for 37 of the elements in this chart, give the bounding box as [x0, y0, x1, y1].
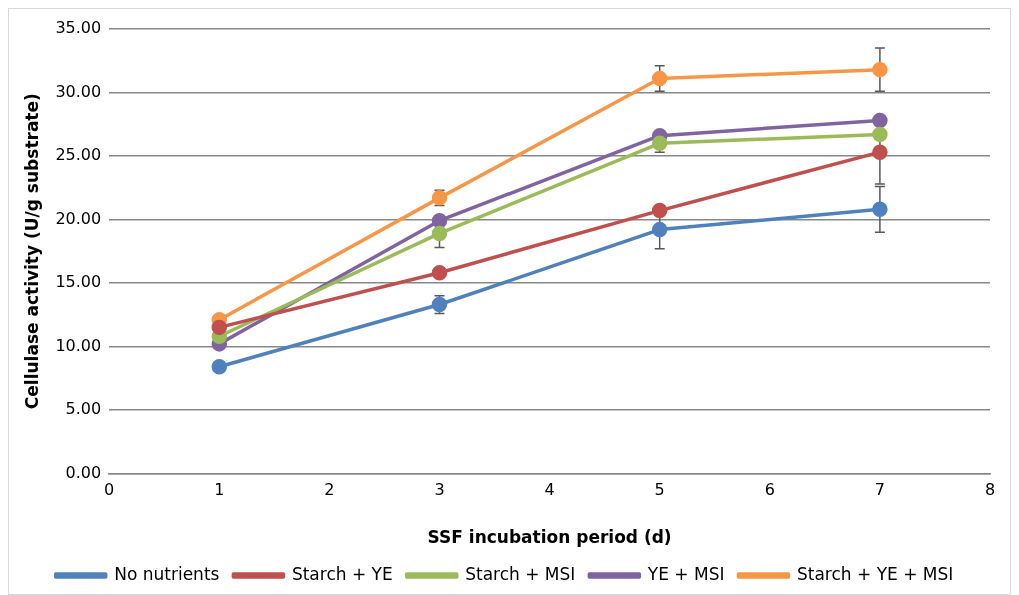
point — [651, 202, 668, 219]
point — [872, 112, 888, 129]
point — [211, 319, 228, 336]
point — [431, 265, 448, 281]
point — [431, 212, 448, 229]
x-tick-label: 1 — [214, 480, 225, 500]
x-tick-label: 5 — [654, 480, 665, 500]
legend-label: Starch + MSI — [465, 563, 576, 584]
point — [872, 201, 888, 218]
legend-label: No nutrients — [114, 563, 220, 584]
y-tick-label: 10.00 — [55, 335, 102, 355]
legend-label: Starch + YE + MSI — [796, 563, 954, 584]
y-tick-label: 5.00 — [65, 399, 102, 419]
point — [431, 225, 448, 242]
point — [651, 221, 668, 238]
x-tick-label: 8 — [984, 480, 996, 500]
legend-label: YE + MSI — [646, 563, 725, 584]
x-tick-label: 4 — [544, 480, 555, 500]
y-tick-label: 30.00 — [55, 81, 102, 101]
y-tick-label: 15.00 — [55, 272, 102, 292]
point — [872, 144, 888, 160]
point — [651, 70, 668, 87]
point — [211, 358, 228, 375]
x-axis-title: SSF incubation period (d) — [427, 527, 672, 548]
y-axis-title: Cellulase activity (U/g substrate) — [21, 93, 42, 410]
x-tick-label: 3 — [434, 480, 445, 500]
y-tick-label: 0.00 — [65, 462, 102, 482]
x-tick-label: 6 — [764, 480, 775, 500]
x-tick-label: 2 — [324, 480, 335, 500]
legend-label: Starch + YE — [291, 563, 393, 584]
y-tick-label: 35.00 — [55, 18, 102, 38]
point — [872, 61, 888, 78]
x-tick-label: 0 — [104, 480, 115, 500]
y-tick-label: 20.00 — [55, 208, 102, 228]
point — [872, 126, 888, 143]
y-tick-label: 25.00 — [55, 145, 102, 165]
x-tick-label: 7 — [874, 480, 885, 500]
